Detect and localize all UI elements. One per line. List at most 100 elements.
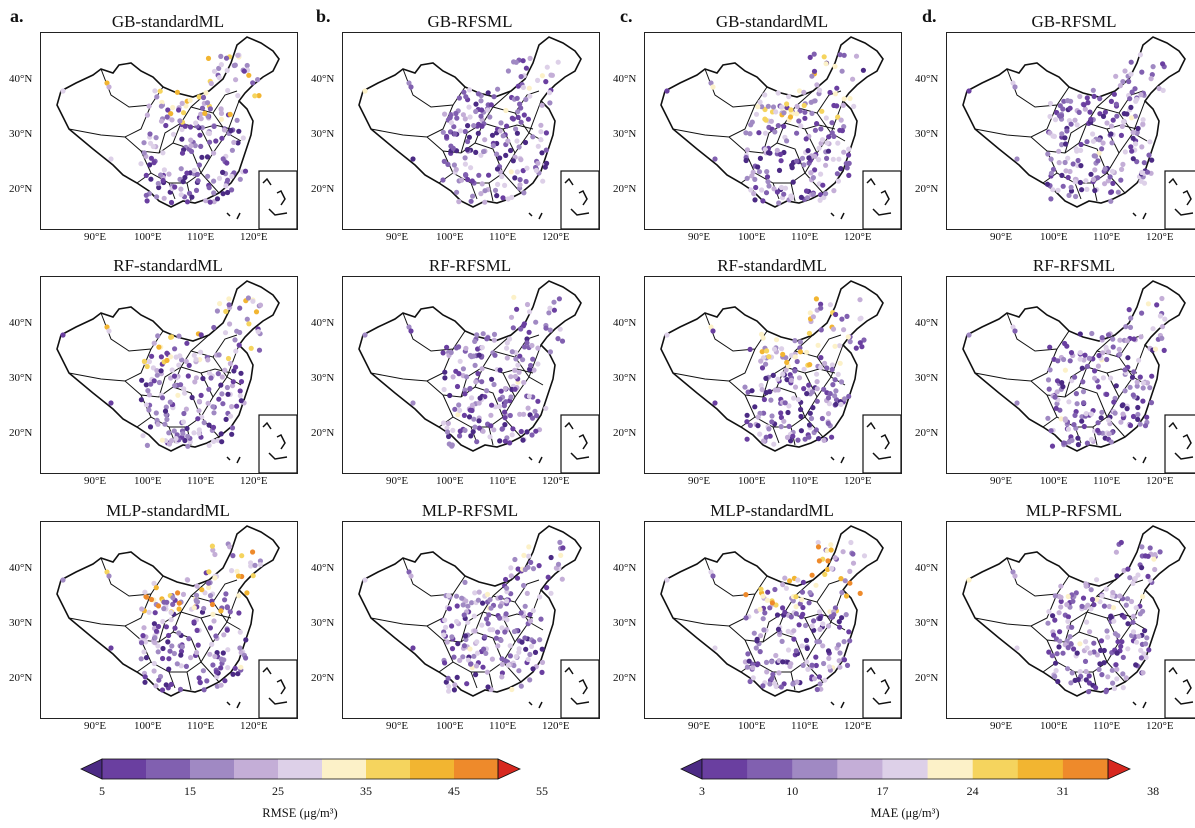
station-dot <box>462 428 467 433</box>
station-dot <box>236 610 241 615</box>
station-dot <box>1114 383 1119 388</box>
station-dot <box>547 306 552 311</box>
station-dot <box>966 88 971 93</box>
station-dot <box>1142 628 1147 633</box>
station-dot <box>1052 618 1057 623</box>
station-dot <box>1141 385 1146 390</box>
lat-label: 40°N <box>915 562 938 574</box>
station-dot <box>223 330 228 335</box>
station-dot <box>450 646 455 651</box>
station-dot <box>242 69 247 74</box>
station-dot <box>219 391 224 396</box>
station-dot <box>156 181 161 186</box>
station-dot <box>790 165 795 170</box>
station-dot <box>1139 544 1144 549</box>
station-dot <box>1078 148 1083 153</box>
station-dot <box>160 395 165 400</box>
hainan-outline <box>831 213 844 219</box>
station-dot <box>804 136 809 141</box>
station-dot <box>1066 399 1071 404</box>
station-dot <box>60 332 65 337</box>
station-dot <box>1061 184 1066 189</box>
station-dot <box>1081 400 1086 405</box>
station-dot <box>1068 680 1073 685</box>
station-dot <box>744 419 749 424</box>
china-map <box>41 522 297 718</box>
station-dot <box>1076 677 1081 682</box>
station-dot <box>456 402 461 407</box>
station-dot <box>519 120 524 125</box>
station-dot <box>485 684 490 689</box>
station-dot <box>846 173 851 178</box>
station-dot <box>219 439 224 444</box>
station-dot <box>1085 100 1090 105</box>
station-dot <box>510 432 515 437</box>
station-dot <box>854 54 859 59</box>
station-dot <box>780 352 785 357</box>
country-outline <box>57 281 279 451</box>
map-frame <box>40 276 298 474</box>
lat-label: 40°N <box>9 317 32 329</box>
station-dot <box>514 654 519 659</box>
station-dot <box>763 376 768 381</box>
station-dot <box>814 427 819 432</box>
station-dot <box>1088 172 1093 177</box>
station-dot <box>457 95 462 100</box>
station-dot <box>801 386 806 391</box>
station-dot <box>540 660 545 665</box>
panel-title: RF-RFSML <box>946 256 1195 276</box>
station-dot <box>1087 356 1092 361</box>
station-dot <box>756 415 761 420</box>
station-dot <box>813 655 818 660</box>
station-dot <box>779 346 784 351</box>
station-dot <box>1096 384 1101 389</box>
station-dot <box>503 108 508 113</box>
station-dot <box>210 612 215 617</box>
station-dot <box>1152 567 1157 572</box>
station-dot <box>515 96 520 101</box>
lat-label: 30°N <box>915 372 938 384</box>
station-dot <box>818 616 823 621</box>
station-dot <box>1046 609 1051 614</box>
station-dot <box>1113 631 1118 636</box>
lon-label: 120°E <box>240 475 268 487</box>
station-dot <box>458 359 463 364</box>
station-dot <box>149 354 154 359</box>
station-dot <box>758 607 763 612</box>
station-dot <box>836 179 841 184</box>
station-dot <box>497 438 502 443</box>
station-dot <box>1087 110 1092 115</box>
station-dot <box>158 172 163 177</box>
station-dot <box>804 638 809 643</box>
station-dot <box>153 610 158 615</box>
station-dot <box>861 68 866 73</box>
station-dot <box>1110 681 1115 686</box>
station-dot <box>712 645 717 650</box>
station-dot <box>1129 599 1134 604</box>
station-dot <box>1092 368 1097 373</box>
lon-label: 100°E <box>738 231 766 243</box>
station-dot <box>235 569 240 574</box>
station-dot <box>787 578 792 583</box>
station-dot <box>820 621 825 626</box>
station-dot <box>156 345 161 350</box>
station-dot <box>793 385 798 390</box>
station-dot <box>527 86 532 91</box>
station-dot <box>799 614 804 619</box>
station-dot <box>769 413 774 418</box>
station-dot <box>1108 131 1113 136</box>
station-dot <box>445 639 450 644</box>
south-china-sea-inset <box>259 171 297 229</box>
station-dot <box>1120 402 1125 407</box>
station-dot <box>1066 175 1071 180</box>
colorbar-1 <box>80 758 524 780</box>
station-dot <box>474 663 479 668</box>
station-dot <box>515 131 520 136</box>
station-dot <box>1136 126 1141 131</box>
station-dot <box>772 129 777 134</box>
station-dot <box>218 665 223 670</box>
station-dot <box>775 189 780 194</box>
station-dot <box>1014 645 1019 650</box>
station-dot <box>795 359 800 364</box>
station-dot <box>837 625 842 630</box>
